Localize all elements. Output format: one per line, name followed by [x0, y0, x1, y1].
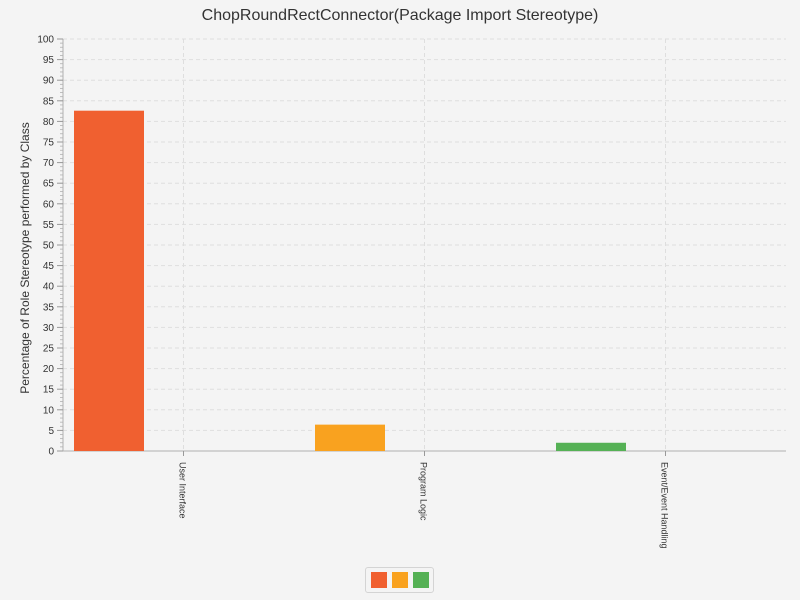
y-tick-label: 5 [48, 426, 54, 437]
axis-layer [57, 38, 786, 456]
legend-swatch-2 [391, 572, 408, 588]
y-tick-label: 30 [43, 323, 55, 334]
bar-layer [74, 110, 626, 452]
x-tick-label: Event/Event Handling [660, 462, 670, 549]
y-tick-label: 85 [43, 96, 55, 107]
y-tick-label: 25 [43, 344, 55, 355]
chart-title: ChopRoundRectConnector(Package Import St… [201, 7, 599, 24]
y-tick-label: 80 [43, 117, 55, 128]
y-tick-label: 70 [43, 158, 55, 169]
legend [365, 567, 434, 593]
x-tick-label: Program Logic [419, 462, 429, 521]
y-tick-label: 45 [43, 261, 55, 272]
legend-swatch-3 [412, 572, 429, 588]
grid-layer [63, 38, 786, 451]
bar-1 [74, 110, 144, 452]
y-tick-label: 20 [43, 364, 55, 375]
y-tick-label: 100 [37, 35, 54, 46]
y-tick-label: 90 [43, 76, 55, 87]
y-tick-label: 55 [43, 220, 55, 231]
y-tick-label: 10 [43, 405, 55, 416]
legend-swatch-1 [370, 572, 387, 588]
y-tick-label: 60 [43, 199, 55, 210]
y-tick-label: 40 [43, 282, 55, 293]
y-tick-label: 0 [48, 447, 54, 458]
bar-2 [315, 424, 385, 451]
y-tick-label: 65 [43, 179, 55, 190]
x-tick-label: User Interface [178, 462, 188, 519]
y-tick-label: 35 [43, 302, 55, 313]
y-tick-label: 95 [43, 55, 55, 66]
label-layer: 0 5 10 15 20 25 30 35 40 45 50 55 60 65 70 75 80 85 90 95 10… [37, 35, 669, 549]
y-tick-label: 75 [43, 138, 55, 149]
y-tick-label: 15 [43, 385, 55, 396]
bar-3 [556, 442, 626, 451]
y-tick-label: 50 [43, 241, 55, 252]
